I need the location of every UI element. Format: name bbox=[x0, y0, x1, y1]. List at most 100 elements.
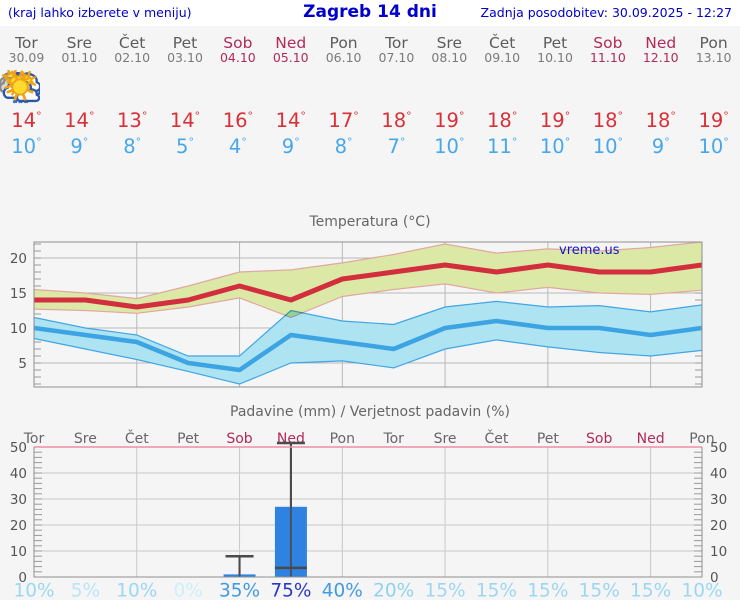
day-name: Ned bbox=[275, 34, 307, 52]
day-weather-icon-wrap bbox=[218, 70, 258, 106]
precip-probability: 15% bbox=[476, 581, 517, 600]
plot-border bbox=[33, 447, 703, 578]
low-temp: 10° bbox=[434, 135, 465, 158]
day-name: Sob bbox=[223, 34, 253, 52]
chart-day-label: Pet bbox=[177, 431, 200, 447]
low-temp: 4° bbox=[228, 135, 247, 158]
high-temp: 19° bbox=[434, 109, 465, 132]
precip-probability: 20% bbox=[373, 581, 414, 600]
high-temp: 14° bbox=[169, 109, 201, 132]
precip-probability: 10% bbox=[116, 581, 157, 600]
high-temp: 18° bbox=[487, 109, 518, 132]
day-name: Sre bbox=[66, 34, 92, 52]
day-weather-icon-wrap bbox=[6, 70, 522, 106]
y-axis-label-left: 10 bbox=[10, 544, 27, 560]
y-axis-label-right: 0 bbox=[710, 570, 719, 586]
day-date: 09.10 bbox=[484, 50, 521, 65]
day-name: Sre bbox=[436, 34, 463, 52]
y-axis-label: 5 bbox=[18, 356, 27, 372]
day-column-12[interactable]: Sob 11.10 18° 10° bbox=[6, 26, 634, 172]
day-column-14[interactable]: Pon 13.10 19° 10° bbox=[6, 26, 740, 172]
high-temp: 14° bbox=[64, 109, 95, 132]
day-column-5[interactable]: Sob 04.10 16° 4° bbox=[211, 26, 264, 172]
high-temp: 17° bbox=[328, 109, 359, 132]
day-date: 05.10 bbox=[272, 50, 309, 65]
day-weather-icon-wrap bbox=[6, 70, 575, 106]
day-weather-icon-wrap bbox=[324, 70, 364, 106]
day-weather-icon-wrap bbox=[6, 70, 734, 106]
chart-day-label: Pet bbox=[537, 431, 560, 447]
day-column-13[interactable]: Ned 12.10 18° 9° bbox=[6, 26, 687, 172]
precip-probability: 10% bbox=[13, 581, 54, 600]
day-date: 30.09 bbox=[8, 50, 45, 65]
y-axis-label-left: 0 bbox=[18, 570, 27, 586]
precip-probability: 5% bbox=[71, 581, 100, 600]
low-temp: 8° bbox=[334, 135, 353, 158]
day-weather-icon-wrap bbox=[6, 70, 469, 106]
y-axis-label-left: 40 bbox=[10, 466, 27, 482]
precip-probability: 35% bbox=[219, 581, 260, 600]
low-temp: 10° bbox=[698, 135, 729, 158]
chart-day-label: Tor bbox=[382, 431, 404, 447]
day-column-2[interactable]: Sre 01.10 14° 9° bbox=[53, 26, 106, 172]
low-temp: 10° bbox=[592, 135, 624, 158]
day-date: 13.10 bbox=[695, 50, 732, 65]
day-name: Čet bbox=[118, 34, 146, 52]
precip-probability: 15% bbox=[630, 581, 671, 600]
max-temperature-line bbox=[34, 262, 702, 310]
day-column-11[interactable]: Pet 10.10 19° 10° bbox=[6, 26, 582, 172]
y-axis-label-right: 20 bbox=[710, 518, 727, 534]
day-weather-icon-wrap bbox=[1, 70, 311, 106]
watermark-vreme-us: vreme.us bbox=[559, 243, 620, 258]
day-column-6[interactable]: Ned 05.10 14° 9° bbox=[1, 26, 317, 172]
y-axis-label-left: 30 bbox=[10, 492, 27, 508]
daily-forecast-strip: Tor 30.09 14° 10° Sre 01.10 14° 9° Čet 02.10 13° 8°… bbox=[0, 26, 740, 172]
chart-day-label: Sre bbox=[434, 431, 457, 447]
day-column-7[interactable]: Pon 06.10 17° 8° bbox=[317, 26, 370, 172]
temperature-chart: 5 10 15 20 bbox=[10, 241, 703, 388]
min-temperature-line bbox=[34, 318, 702, 373]
temperature-chart-title: Temperatura (°C) bbox=[309, 214, 431, 230]
plot-border bbox=[33, 241, 703, 388]
chart-day-label: Sob bbox=[586, 431, 612, 447]
day-date: 01.10 bbox=[61, 50, 98, 65]
day-name: Pon bbox=[329, 34, 358, 52]
day-column-3[interactable]: Čet 02.10 13° 8° bbox=[106, 26, 159, 172]
y-axis-label-left: 20 bbox=[10, 518, 27, 534]
day-date: 04.10 bbox=[219, 50, 256, 65]
sunny-icon bbox=[6, 73, 34, 101]
chart-day-label: Ned bbox=[637, 431, 665, 447]
day-name: Sob bbox=[593, 34, 623, 52]
day-column-4[interactable]: Pet 03.10 14° 5° bbox=[6, 26, 212, 172]
day-weather-icon-wrap bbox=[6, 70, 681, 106]
day-weather-icon-wrap bbox=[6, 70, 205, 106]
day-column-9[interactable]: Sre 08.10 19° 10° bbox=[6, 26, 476, 172]
high-temp: 18° bbox=[645, 109, 676, 132]
day-column-10[interactable]: Čet 09.10 18° 11° bbox=[6, 26, 529, 172]
chart-day-label: Čet bbox=[485, 429, 509, 447]
day-date: 08.10 bbox=[431, 50, 468, 65]
day-date: 06.10 bbox=[325, 50, 362, 65]
page-header: (kraj lahko izberete v meniju) Zagreb 14… bbox=[0, 0, 740, 26]
chart-day-label: Sre bbox=[74, 431, 97, 447]
page-title: Zagreb 14 dni bbox=[303, 2, 437, 22]
high-temp: 19° bbox=[539, 109, 571, 132]
low-temp: 11° bbox=[487, 135, 518, 158]
high-temp: 18° bbox=[592, 109, 624, 132]
low-temp: 10° bbox=[11, 135, 42, 158]
high-temp: 14° bbox=[11, 109, 42, 132]
chart-day-label: Čet bbox=[125, 429, 149, 447]
day-name: Tor bbox=[15, 34, 38, 52]
low-temp: 9° bbox=[281, 135, 300, 158]
high-temp: 19° bbox=[698, 109, 729, 132]
precipitation-chart: Tor Sre Čet Pet Sob Ned Pon Tor Sre Čet Pet Sob Ned P… bbox=[10, 429, 727, 600]
day-name: Pon bbox=[699, 34, 728, 52]
high-temp: 18° bbox=[381, 109, 412, 132]
chart-day-label: Pon bbox=[689, 431, 714, 447]
precip-probability: 10% bbox=[681, 581, 722, 600]
day-date: 03.10 bbox=[167, 50, 203, 65]
day-column-8[interactable]: Tor 07.10 18° 7° bbox=[4, 26, 423, 172]
day-name: Tor bbox=[385, 34, 408, 52]
chart-day-label: Pon bbox=[330, 431, 355, 447]
low-temp: 7° bbox=[387, 135, 406, 158]
